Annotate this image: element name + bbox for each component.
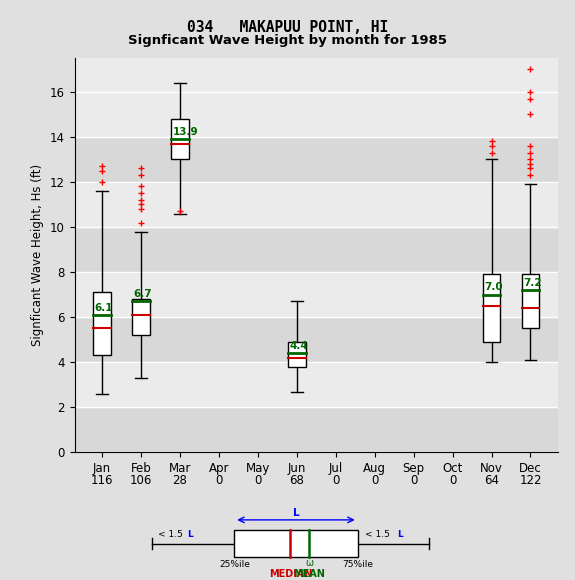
- Text: 0: 0: [449, 474, 457, 487]
- Text: < 1.5: < 1.5: [365, 530, 393, 539]
- Text: 25%ile: 25%ile: [219, 560, 250, 569]
- Bar: [75, 182, 558, 227]
- Text: 6.7: 6.7: [133, 289, 152, 299]
- Text: 0: 0: [332, 474, 339, 487]
- Text: 4.4: 4.4: [289, 341, 308, 351]
- Text: 0: 0: [254, 474, 262, 487]
- Text: 6.1: 6.1: [94, 303, 113, 313]
- Text: 034   MAKAPUU POINT, HI: 034 MAKAPUU POINT, HI: [187, 20, 388, 35]
- Bar: [288, 342, 305, 367]
- Text: L: L: [187, 530, 193, 539]
- Bar: [75, 92, 558, 137]
- Text: 7.2: 7.2: [523, 278, 542, 288]
- Text: L: L: [293, 509, 300, 519]
- Bar: [75, 317, 558, 362]
- Text: 7.0: 7.0: [484, 282, 503, 292]
- Text: MEAN: MEAN: [293, 570, 325, 579]
- Bar: [171, 119, 189, 160]
- Text: 122: 122: [519, 474, 542, 487]
- Text: 0: 0: [371, 474, 378, 487]
- Text: 64: 64: [484, 474, 499, 487]
- Bar: [75, 362, 558, 407]
- Bar: [483, 274, 500, 342]
- Text: 106: 106: [130, 474, 152, 487]
- Bar: [75, 227, 558, 272]
- Text: MEDIAN: MEDIAN: [269, 570, 312, 579]
- Text: 68: 68: [289, 474, 304, 487]
- Text: < 1.5: < 1.5: [158, 530, 186, 539]
- Text: 75%ile: 75%ile: [342, 560, 373, 569]
- Text: L: L: [397, 530, 402, 539]
- Text: 0: 0: [410, 474, 417, 487]
- Bar: [75, 137, 558, 182]
- Text: ω: ω: [305, 558, 313, 568]
- Bar: [522, 274, 539, 328]
- Text: Signficant Wave Height by month for 1985: Signficant Wave Height by month for 1985: [128, 34, 447, 46]
- Y-axis label: Signficant Wave Height, Hs (ft): Signficant Wave Height, Hs (ft): [32, 164, 44, 346]
- Text: 13.9: 13.9: [172, 127, 198, 137]
- Text: 116: 116: [91, 474, 113, 487]
- Bar: [235, 530, 358, 557]
- Bar: [75, 407, 558, 452]
- Text: 28: 28: [172, 474, 187, 487]
- Bar: [93, 292, 111, 356]
- Text: 0: 0: [215, 474, 223, 487]
- Bar: [132, 299, 150, 335]
- Bar: [75, 272, 558, 317]
